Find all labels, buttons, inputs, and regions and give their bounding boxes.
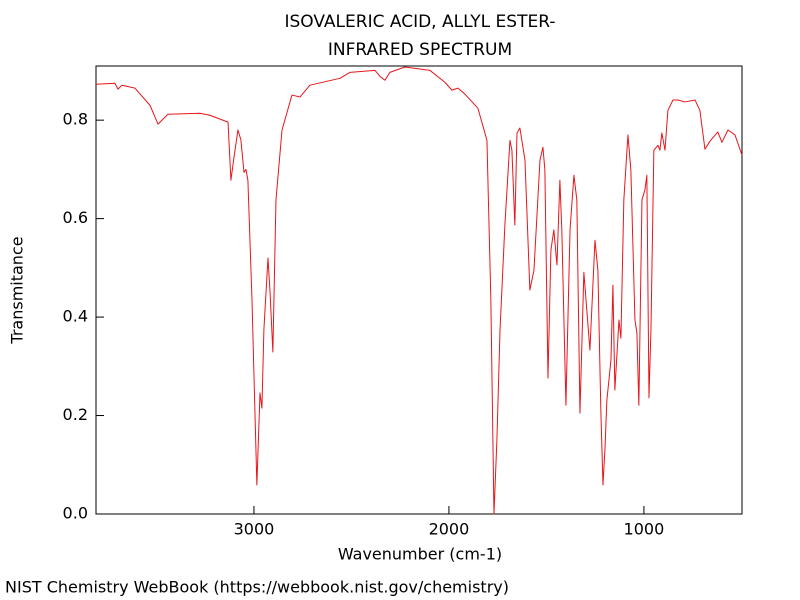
x-tick-label: 3000 — [234, 520, 275, 539]
x-tick-label: 1000 — [624, 520, 665, 539]
y-tick-label: 0.2 — [63, 405, 88, 424]
spectrum-line — [95, 66, 743, 515]
y-tick-label: 0.6 — [63, 208, 88, 227]
chart-subtitle: INFRARED SPECTRUM — [328, 40, 512, 60]
y-axis-label: Transmitance — [8, 236, 27, 344]
chart-title: ISOVALERIC ACID, ALLYL ESTER- — [285, 12, 556, 32]
x-axis-label: Wavenumber (cm-1) — [338, 545, 502, 564]
source-note: NIST Chemistry WebBook (https://webbook.… — [5, 578, 509, 597]
x-tick-label: 2000 — [429, 520, 470, 539]
plot-frame — [95, 65, 743, 515]
y-tick-label: 0.8 — [63, 110, 88, 129]
y-tick-label: 0.0 — [63, 504, 88, 523]
y-tick-label: 0.4 — [63, 307, 88, 326]
